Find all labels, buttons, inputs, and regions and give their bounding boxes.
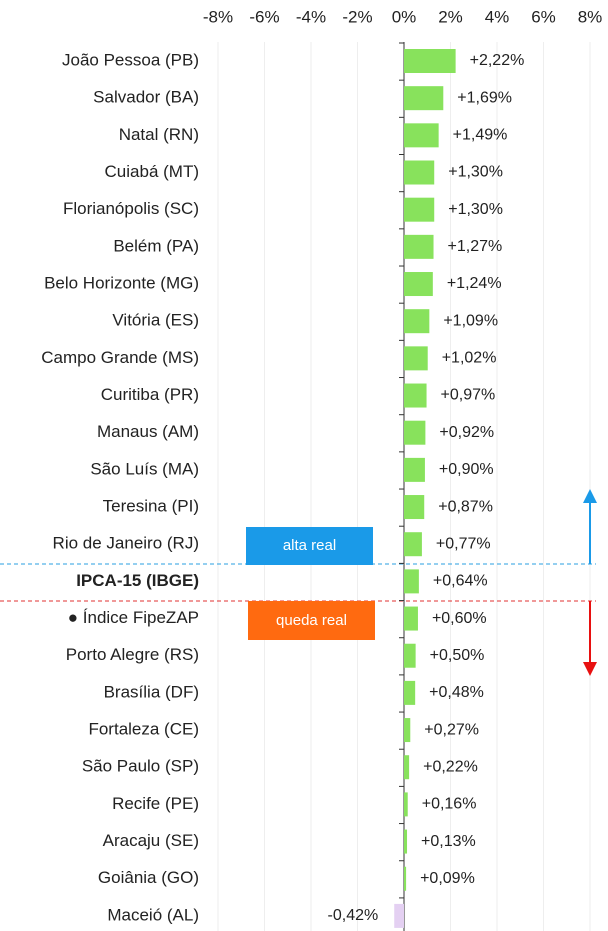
bar <box>404 346 428 371</box>
bar <box>404 49 456 73</box>
value-label: +0,16% <box>422 796 477 813</box>
bar <box>404 829 408 854</box>
value-label: +1,02% <box>442 350 497 367</box>
value-label: +0,27% <box>424 721 479 738</box>
x-tick-label: -6% <box>249 7 279 26</box>
category-label: Curitiba (PR) <box>101 385 199 404</box>
bar <box>404 86 444 111</box>
x-tick-label: -8% <box>203 7 233 26</box>
bar <box>404 383 427 408</box>
bar <box>404 309 430 334</box>
category-label: Manaus (AM) <box>97 422 199 441</box>
bar <box>404 197 435 222</box>
bar <box>404 569 419 594</box>
category-label: Cuiabá (MT) <box>105 162 199 181</box>
annotation-box <box>246 527 373 565</box>
annotation-box <box>248 601 375 640</box>
category-label: Teresina (PI) <box>103 497 199 516</box>
value-label: +0,87% <box>438 498 493 515</box>
value-label: +1,24% <box>447 275 502 292</box>
category-label: Natal (RN) <box>119 125 199 144</box>
arrow-head <box>583 662 597 676</box>
annotation: alta real <box>283 537 336 554</box>
category-label: Recife (PE) <box>112 794 199 813</box>
value-label: +1,30% <box>448 201 503 218</box>
category-label: Porto Alegre (RS) <box>66 645 199 664</box>
bar <box>404 420 426 445</box>
category-label: Rio de Janeiro (RJ) <box>53 534 199 553</box>
bar <box>404 532 422 557</box>
x-tick-label: 8% <box>578 7 603 26</box>
value-label: +0,90% <box>439 461 494 478</box>
category-label: Florianópolis (SC) <box>63 199 199 218</box>
value-label: +0,22% <box>423 758 478 775</box>
bar <box>404 866 407 891</box>
value-label: +1,27% <box>448 238 503 255</box>
bar <box>404 643 416 668</box>
bar <box>404 123 439 148</box>
category-label: São Paulo (SP) <box>82 757 199 776</box>
x-tick-label: 2% <box>438 7 463 26</box>
category-label: Maceió (AL) <box>107 905 199 924</box>
bar <box>404 718 411 743</box>
value-label: +1,30% <box>448 164 503 181</box>
category-label: Brasília (DF) <box>104 682 199 701</box>
category-label: Aracaju (SE) <box>103 831 199 850</box>
bar <box>404 792 408 817</box>
category-label: Vitória (ES) <box>112 311 199 330</box>
category-label: Fortaleza (CE) <box>88 720 199 739</box>
x-tick-label: -2% <box>342 7 372 26</box>
category-label: ● Índice FipeZAP <box>68 608 199 627</box>
bar <box>404 272 433 297</box>
bar <box>404 606 418 631</box>
value-label: +0,77% <box>436 535 491 552</box>
x-tick-label: -4% <box>296 7 326 26</box>
value-label: +0,13% <box>421 833 476 850</box>
category-label: São Luís (MA) <box>90 459 199 478</box>
x-tick-label: 4% <box>485 7 510 26</box>
annotation: queda real <box>276 612 347 629</box>
category-label: IPCA-15 (IBGE) <box>76 571 199 590</box>
category-label: Campo Grande (MS) <box>41 348 199 367</box>
value-label: +2,22% <box>470 52 525 69</box>
bar <box>404 160 435 185</box>
value-label: +0,64% <box>433 573 488 590</box>
arrow-head <box>583 489 597 503</box>
category-label: João Pessoa (PB) <box>62 50 199 69</box>
bar <box>404 755 410 780</box>
value-label: +0,09% <box>420 870 475 887</box>
bar <box>394 903 404 928</box>
x-tick-label: 0% <box>392 7 417 26</box>
category-label: Belo Horizonte (MG) <box>44 274 199 293</box>
value-label: -0,42% <box>328 907 379 924</box>
category-label: Belém (PA) <box>113 236 199 255</box>
category-label: Goiânia (GO) <box>98 868 199 887</box>
bar <box>404 234 434 259</box>
value-label: +0,48% <box>429 684 484 701</box>
value-label: +0,97% <box>441 387 496 404</box>
value-label: +0,50% <box>430 647 485 664</box>
value-label: +0,60% <box>432 610 487 627</box>
x-tick-label: 6% <box>531 7 556 26</box>
bar <box>404 457 425 482</box>
value-label: +1,49% <box>453 127 508 144</box>
value-label: +1,09% <box>443 312 498 329</box>
value-label: +0,92% <box>439 424 494 441</box>
bar <box>404 495 425 520</box>
value-label: +1,69% <box>457 89 512 106</box>
bar <box>404 680 416 705</box>
category-label: Salvador (BA) <box>93 88 199 107</box>
